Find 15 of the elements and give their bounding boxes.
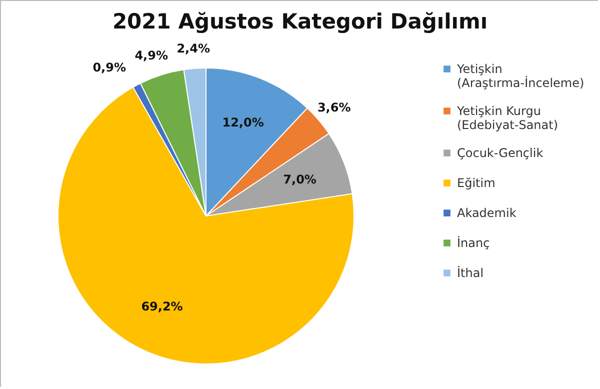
data-label: 69,2% bbox=[141, 300, 183, 314]
legend-label: Çocuk-Gençlik bbox=[457, 146, 544, 160]
chart-title: 2021 Ağustos Kategori Dağılımı bbox=[112, 9, 488, 34]
data-label: 4,9% bbox=[134, 48, 168, 63]
legend-label: Eğitim bbox=[457, 176, 496, 190]
legend-label: İnanç bbox=[457, 236, 490, 250]
data-label: 12,0% bbox=[222, 115, 264, 130]
data-label: 7,0% bbox=[283, 172, 316, 187]
data-label: 0,9% bbox=[92, 60, 126, 75]
legend-label: İthal bbox=[457, 266, 484, 280]
data-label: 3,6% bbox=[317, 100, 351, 114]
legend-label: Akademik bbox=[457, 206, 516, 220]
data-label: 2,4% bbox=[176, 41, 210, 56]
legend-label: Yetişkin (Araştırma-İnceleme) bbox=[456, 62, 584, 90]
legend-label: Yetişkin Kurgu (Edebiyat-Sanat) bbox=[456, 104, 558, 132]
